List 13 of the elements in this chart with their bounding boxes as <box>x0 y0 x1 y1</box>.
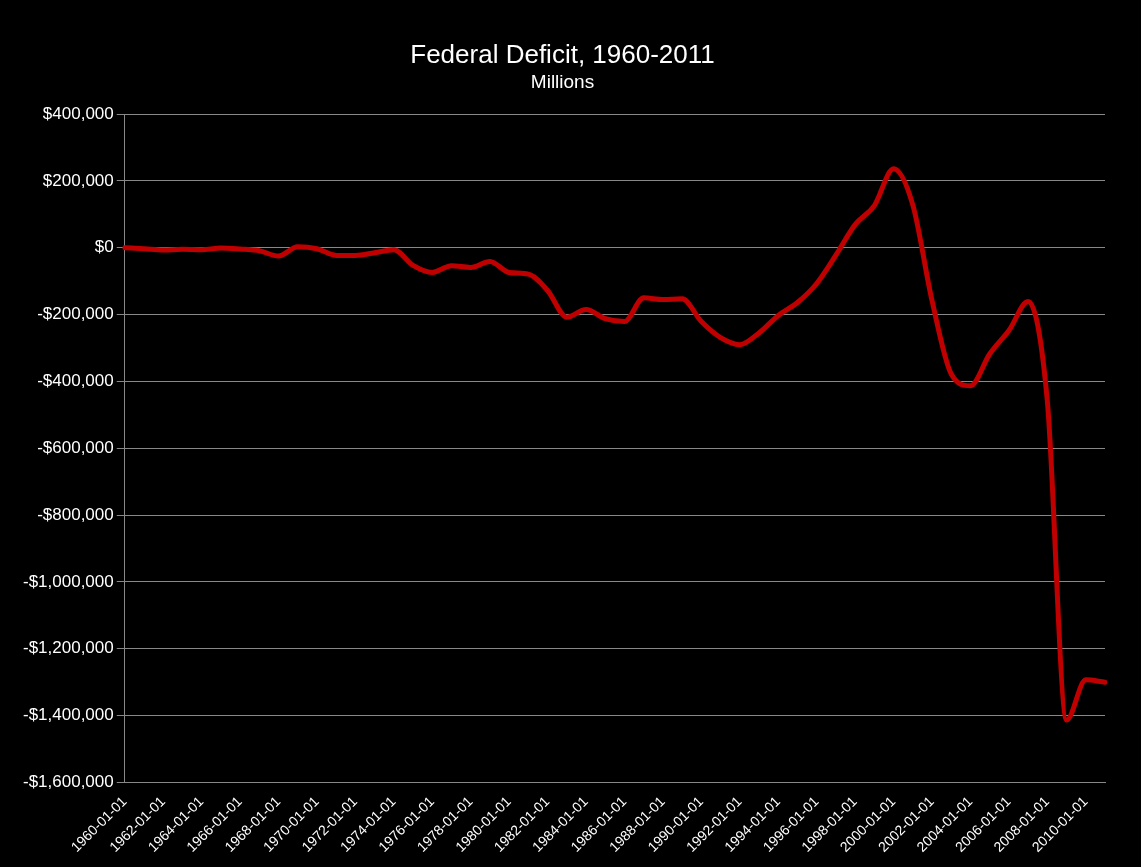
chart-subtitle: Millions <box>530 70 595 92</box>
y-tick-label: -$600,000 <box>37 437 114 457</box>
y-tick-label: -$800,000 <box>37 504 114 524</box>
y-tick-label: -$1,000,000 <box>22 571 114 591</box>
y-tick-label: -$1,600,000 <box>22 772 114 792</box>
y-tick-label: $200,000 <box>42 170 114 190</box>
y-tick-label: -$1,400,000 <box>22 705 114 725</box>
chart-title: Federal Deficit, 1960-2011 <box>410 38 715 69</box>
y-tick-label: -$400,000 <box>37 371 114 391</box>
y-tick-label: $400,000 <box>42 103 114 123</box>
y-tick-label: -$1,200,000 <box>22 638 114 658</box>
y-tick-label: -$200,000 <box>37 304 114 324</box>
y-tick-label: $0 <box>94 237 114 257</box>
